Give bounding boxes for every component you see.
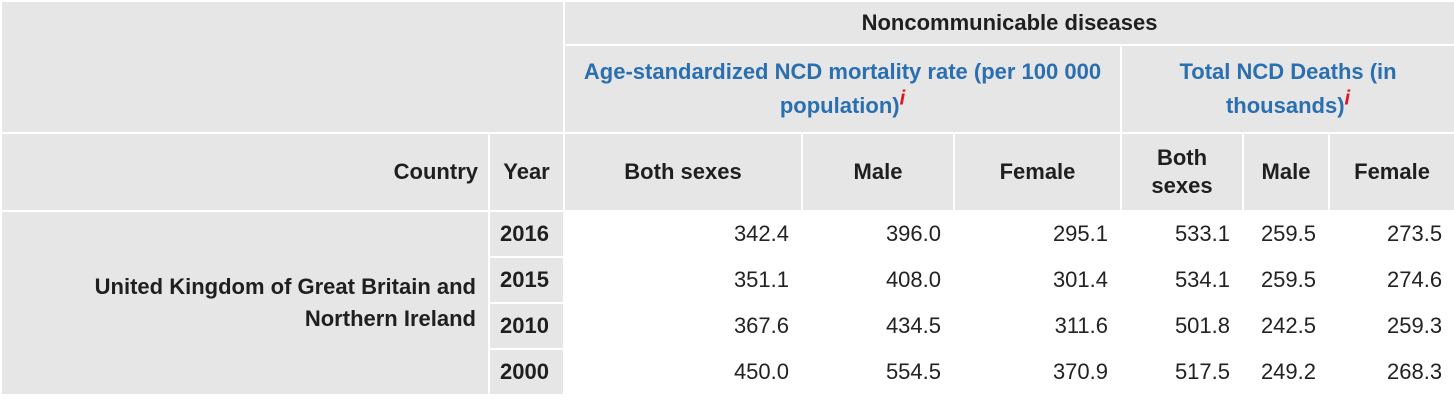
deaths-female-cell: 274.6 xyxy=(1327,256,1454,304)
column-header-year: Year xyxy=(488,132,565,212)
subheader-mortality-rate-label: Age-standardized NCD mortality rate (per… xyxy=(583,59,1102,118)
subheader-total-deaths-label: Total NCD Deaths (in thousands) xyxy=(1179,59,1397,118)
column-header-rate-female: Female xyxy=(953,132,1122,212)
deaths-male-cell: 242.5 xyxy=(1242,302,1330,350)
table-row: 2015 351.1 408.0 301.4 534.1 259.5 274.6 xyxy=(1,256,1454,304)
table-row: 2000 450.0 554.5 370.9 517.5 249.2 268.3 xyxy=(1,348,1454,396)
column-header-country: Country xyxy=(0,132,490,212)
subheader-mortality-rate[interactable]: Age-standardized NCD mortality rate (per… xyxy=(563,44,1122,134)
rate-male-cell: 434.5 xyxy=(801,302,955,350)
rate-female-cell: 301.4 xyxy=(953,256,1122,304)
info-icon[interactable]: i xyxy=(899,87,906,110)
header-blank-cell xyxy=(0,0,565,134)
subheader-total-deaths[interactable]: Total NCD Deaths (in thousands)i xyxy=(1119,44,1454,134)
rate-male-cell: 408.0 xyxy=(801,256,955,304)
rate-male-cell: 396.0 xyxy=(801,210,955,258)
deaths-both-cell: 533.1 xyxy=(1120,210,1244,258)
column-header-rate-male: Male xyxy=(801,132,955,212)
rate-female-cell: 311.6 xyxy=(953,302,1122,350)
rate-male-cell: 554.5 xyxy=(801,348,955,396)
deaths-both-cell: 534.1 xyxy=(1120,256,1244,304)
deaths-male-cell: 249.2 xyxy=(1242,348,1330,396)
column-header-deaths-male: Male xyxy=(1242,132,1330,212)
column-header-rate-both-sexes: Both sexes xyxy=(563,132,803,212)
deaths-female-cell: 259.3 xyxy=(1327,302,1454,350)
rate-both-cell: 367.6 xyxy=(563,302,803,350)
group-header-noncommunicable: Noncommunicable diseases xyxy=(562,0,1454,46)
rate-female-cell: 370.9 xyxy=(953,348,1122,396)
rate-female-cell: 295.1 xyxy=(953,210,1122,258)
table-row: United Kingdom of Great Britain and Nort… xyxy=(0,210,1454,396)
deaths-female-cell: 273.5 xyxy=(1327,210,1454,258)
year-cell: 2000 xyxy=(488,348,565,396)
rate-both-cell: 351.1 xyxy=(563,256,803,304)
info-icon[interactable]: i xyxy=(1344,87,1351,110)
year-cell: 2010 xyxy=(488,302,565,350)
year-cell: 2016 xyxy=(488,210,565,258)
deaths-male-cell: 259.5 xyxy=(1242,256,1330,304)
year-cell: 2015 xyxy=(488,256,565,304)
country-name-cell: United Kingdom of Great Britain and Nort… xyxy=(0,210,490,396)
ncd-table: Noncommunicable diseases Age-standardize… xyxy=(0,0,1454,396)
column-header-deaths-female: Female xyxy=(1327,132,1454,212)
deaths-both-cell: 517.5 xyxy=(1120,348,1244,396)
column-header-deaths-both-sexes: Both sexes xyxy=(1120,132,1244,212)
deaths-both-cell: 501.8 xyxy=(1120,302,1244,350)
rate-both-cell: 450.0 xyxy=(563,348,803,396)
deaths-male-cell: 259.5 xyxy=(1242,210,1330,258)
deaths-female-cell: 268.3 xyxy=(1327,348,1454,396)
rate-both-cell: 342.4 xyxy=(563,210,803,258)
